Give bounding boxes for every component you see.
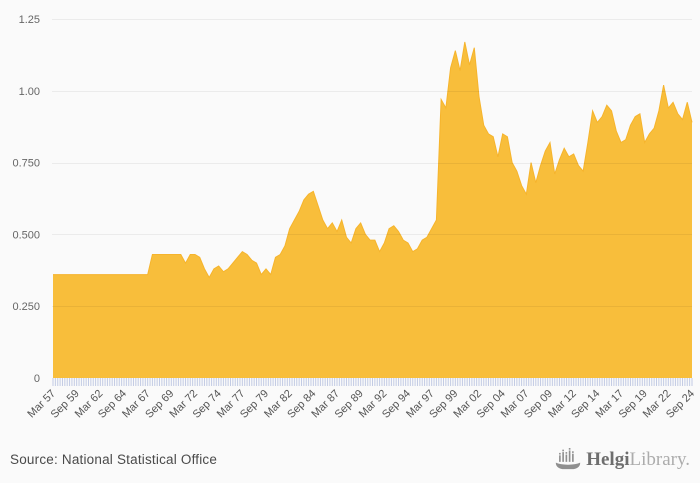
source-text: Source: National Statistical Office [10,451,218,467]
y-tick-label: 1.25 [19,14,40,26]
y-tick-label: 1.00 [19,86,40,98]
gridlines [52,19,692,307]
y-tick-label: 0.500 [12,229,40,241]
helgi-ship-bar-chart-icon [555,448,581,470]
chart-footer: Source: National Statistical Office Helg… [0,441,700,483]
y-tick-label: 0.750 [12,158,40,170]
y-tick-label: 0 [34,373,40,385]
area-series-edge [53,41,693,279]
y-axis-labels: 0 0.250 0.500 0.750 1.00 1.25 [12,14,40,385]
helgi-logo: HelgiLibrary. [555,448,690,470]
x-axis-minor-ticks [52,378,693,386]
helgi-logo-text-secondary: Library. [629,448,691,470]
area-series [53,41,692,378]
helgi-logo-text-primary: Helgi [586,448,630,470]
area-chart: 0 0.250 0.500 0.750 1.00 1.25 Mar 57 Sep 59 Mar … [12,14,697,421]
y-tick-label: 0.250 [12,301,40,313]
helgi-logo-text: HelgiLibrary. [586,450,690,469]
